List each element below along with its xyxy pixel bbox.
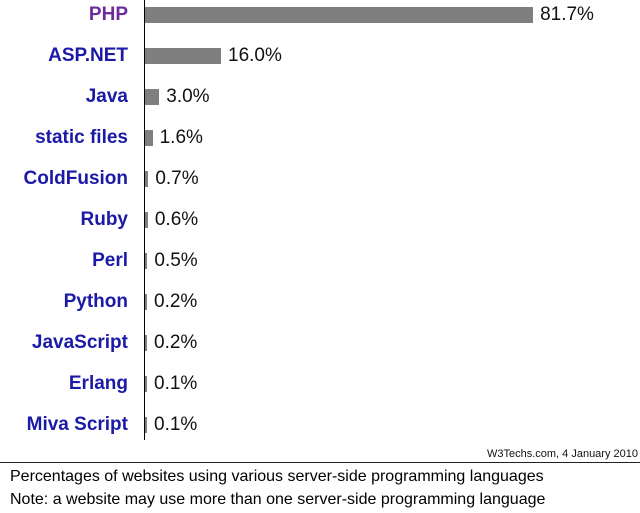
bar <box>145 89 160 105</box>
value-label: 16.0% <box>228 45 282 66</box>
category-label: PHP <box>88 4 128 25</box>
bar <box>145 130 153 146</box>
category-label: Miva Script <box>26 414 128 435</box>
category-label: Java <box>85 86 128 107</box>
caption-line-1: Percentages of websites using various se… <box>10 468 544 485</box>
category-label: static files <box>35 127 128 148</box>
category-label: Perl <box>92 250 128 271</box>
value-label: 0.2% <box>154 291 198 312</box>
category-label: Ruby <box>80 209 129 230</box>
category-label: ASP.NET <box>48 45 128 66</box>
category-label: Python <box>63 291 128 312</box>
bar-chart: PHP 81.7% ASP.NET 16.0% Java 3.0% static files… <box>23 0 638 460</box>
source-note: W3Techs.com, 4 January 2010 <box>486 448 638 460</box>
bar <box>145 376 147 392</box>
bar <box>145 253 148 269</box>
bar <box>145 48 221 64</box>
value-label: 0.5% <box>154 250 198 271</box>
bar <box>145 335 147 351</box>
category-label: JavaScript <box>31 332 128 353</box>
value-label: 0.2% <box>154 332 198 353</box>
category-label: ColdFusion <box>23 168 128 189</box>
bar <box>145 171 149 187</box>
category-label: Erlang <box>68 373 128 394</box>
value-label: 81.7% <box>540 4 594 25</box>
bar <box>145 7 534 23</box>
value-label: 0.1% <box>154 414 198 435</box>
value-label: 1.6% <box>159 127 203 148</box>
y-axis-line <box>144 0 145 440</box>
value-label: 0.1% <box>154 373 198 394</box>
bar <box>145 417 147 433</box>
caption-line-2: Note: a website may use more than one se… <box>10 491 546 508</box>
value-label: 3.0% <box>166 86 210 107</box>
bar <box>145 294 147 310</box>
value-label: 0.6% <box>154 209 199 230</box>
bar <box>145 212 148 228</box>
value-label: 0.7% <box>155 168 199 189</box>
chart-caption: Percentages of websites using various se… <box>0 462 640 513</box>
